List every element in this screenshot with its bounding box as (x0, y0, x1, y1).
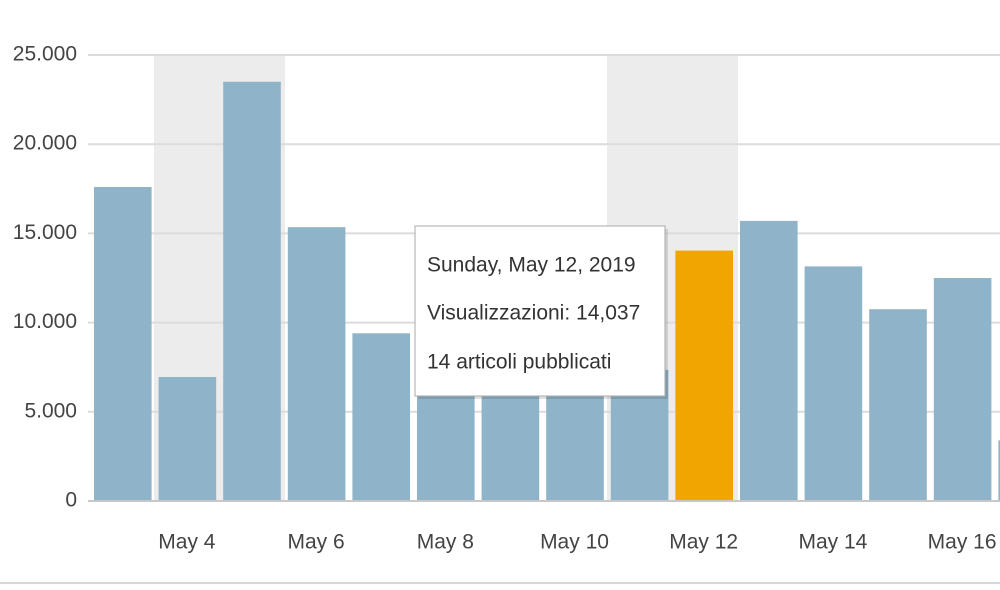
x-tick-label: May 6 (288, 531, 345, 554)
y-tick-label: 5.000 (24, 399, 77, 422)
x-tick-label: May 16 (928, 531, 997, 554)
bar (287, 227, 346, 501)
tooltip-box (414, 225, 666, 397)
bar (933, 278, 992, 501)
tooltip-line: Visualizzazioni: 14,037 (427, 302, 640, 325)
x-tick-label: May 12 (669, 531, 738, 554)
bar (94, 187, 152, 502)
bar (804, 266, 863, 501)
y-tick-label: 15.000 (13, 221, 77, 244)
x-tick-label: May 8 (417, 531, 474, 554)
y-tick-label: 20.000 (13, 132, 77, 155)
x-tick-label: May 14 (798, 531, 867, 554)
tooltip: Sunday, May 12, 2019 Visualizzazioni: 14… (414, 225, 668, 399)
y-tick-label: 25.000 (13, 43, 77, 66)
bar (352, 333, 410, 501)
bar (675, 250, 733, 501)
bar (481, 376, 540, 501)
bar (158, 377, 217, 501)
y-tick-label: 0 (65, 489, 77, 512)
tooltip-title: Sunday, May 12, 2019 (427, 254, 636, 277)
y-tick-label: 10.000 (13, 310, 77, 333)
bars (94, 81, 1000, 502)
x-tick-label: May 10 (540, 531, 609, 554)
x-tick-label: May 4 (158, 531, 216, 554)
tooltip-line: 14 articoli pubblicati (427, 351, 611, 374)
bar (223, 81, 281, 501)
bar (869, 309, 927, 501)
bar (740, 220, 798, 502)
bar (998, 440, 1000, 501)
